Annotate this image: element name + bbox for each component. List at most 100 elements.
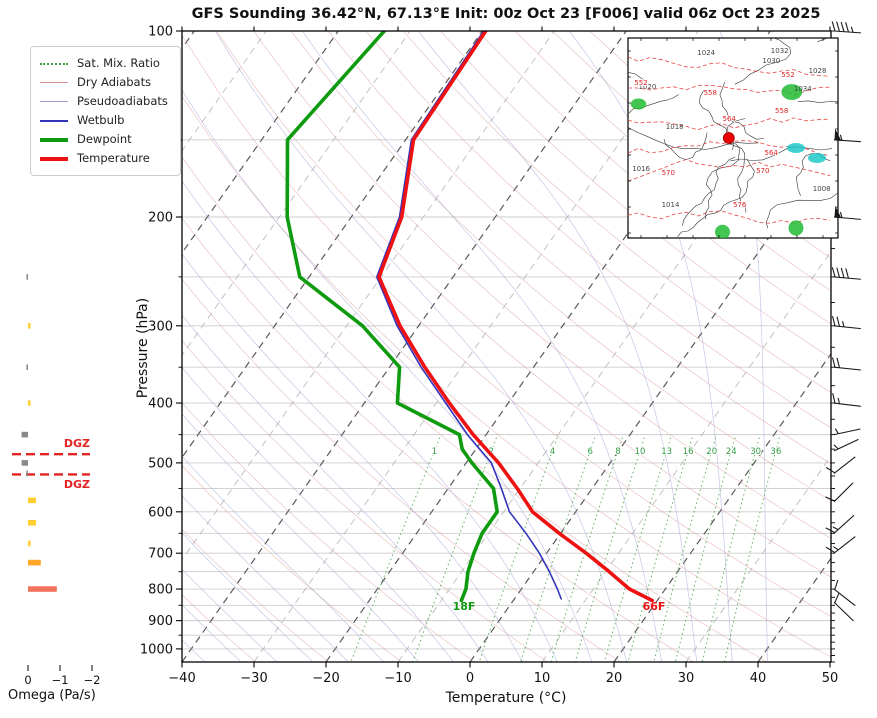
omega-bar [28,497,36,504]
temperature-axis-label: Temperature (°C) [445,690,567,706]
pressure-tick-label: 900 [148,614,173,629]
map-pressure-label: 1024 [697,49,715,57]
map-thickness-label: 576 [733,201,747,209]
map-pressure-label: 1014 [662,201,680,209]
map-pressure-label: 1018 [666,123,684,131]
dgz-label-top: DGZ [63,437,90,450]
temperature-line-swatch [40,156,68,161]
wind-barb [833,128,861,143]
map-pressure-label: 1030 [762,57,780,65]
mixing-ratio-label: 10 [635,447,646,457]
map-thickness-label: 552 [781,71,794,79]
background-grid: 1 2 4 6 8 10 13 16 20 24 30 36 [182,31,831,662]
legend-label: Dewpoint [77,132,132,146]
temp-tick-label: −30 [240,671,267,686]
omega-tick-label: 0 [24,673,31,687]
temp-tick-label: 10 [534,671,551,686]
wind-barb [833,593,854,622]
temperature-curve [377,31,655,603]
pressure-tick-label: 200 [148,211,173,226]
omega-bar [26,274,28,280]
omega-tick-label: −1 [52,673,69,687]
pressure-tick-label: 1000 [140,642,173,657]
temp-tick-label: −20 [312,671,339,686]
temp-tick-label: 40 [750,671,767,686]
omega-bar [28,559,41,566]
map-pressure-label: 1016 [632,165,650,173]
omega-tick-label: −2 [84,673,101,687]
pressure-tick-label: 400 [148,397,173,412]
wind-barb [831,357,861,371]
legend-label: Wetbulb [77,113,125,127]
mixing-ratio-label: 8 [615,447,620,457]
legend-item-wetbulb: Wetbulb [40,111,168,130]
mixing-ratio-label: 6 [588,447,593,457]
map-thickness-label: 570 [756,167,769,175]
axes: −40 −30 −20 −10 0 10 20 30 40 5010020030040050060… [140,25,838,687]
map-pressure-label: 1032 [771,47,789,55]
sounding-location-marker [722,132,735,144]
map-thickness-label: 564 [765,149,779,157]
legend-item-dewpoint: Dewpoint [40,130,168,149]
chart-title: GFS Sounding 36.42°N, 67.13°E Init: 00z … [191,6,821,22]
wind-barb [833,428,861,436]
omega-panel: 0 −1 −2 [12,274,100,687]
legend: Sat. Mix. Ratio Dry Adiabats Pseudoadiab… [30,46,181,176]
inset-map: 1024 1032 1030 1028 1020 1034 1018 1016 1014 1008… [627,37,839,239]
temp-tick-label: 20 [606,671,623,686]
map-pressure-label: 1008 [813,185,831,193]
map-thickness-label: 552 [634,79,647,87]
mixing-ratio-label: 36 [770,447,781,457]
omega-axis-label: Omega (Pa/s) [8,688,96,703]
mixing-ratio-label: 16 [683,447,694,457]
pressure-axis-label: Pressure (hPa) [135,297,151,399]
wind-barb [833,438,859,452]
wind-barb [831,21,861,34]
map-thickness-label: 570 [662,169,675,177]
legend-item-temperature: Temperature [40,149,168,168]
map-thickness-label: 564 [723,115,737,123]
mixing-ratio-label: 13 [661,447,672,457]
dewpoint-curve [285,31,500,603]
omega-bar [21,431,28,438]
legend-item-dry-adiabats: Dry Adiabats [40,73,168,92]
temp-tick-label: −40 [168,671,195,686]
pressure-tick-label: 600 [148,505,173,520]
temp-tick-label: 30 [678,671,695,686]
omega-bar [28,400,31,406]
legend-label: Pseudoadiabats [77,94,168,108]
pseudoadiabats-line-swatch [40,101,68,102]
wetbulb-line-swatch [40,119,68,122]
legend-label: Temperature [77,151,150,165]
map-pressure-label: 1034 [794,85,812,93]
pressure-tick-label: 700 [148,547,173,562]
map-thickness-label: 558 [775,107,788,115]
wind-barb [825,514,855,534]
wind-barb [831,267,861,280]
pressure-tick-label: 800 [148,583,173,598]
mixing-ratio-label: 2 [489,447,494,457]
legend-item-pseudoadiabats: Pseudoadiabats [40,92,168,111]
surface-temperature-label: 66F [642,600,666,613]
legend-item-sat-mix-ratio: Sat. Mix. Ratio [40,54,168,73]
wind-barb [825,456,856,474]
mixing-ratio-label: 24 [726,447,737,457]
dgz-label-bottom: DGZ [63,478,90,491]
map-pressure-label: 1028 [809,67,827,75]
wind-barb-column [825,21,861,622]
omega-bar [21,460,28,466]
wind-barb [833,579,856,607]
sat-mix-ratio-line-swatch [40,62,68,65]
pressure-tick-label: 100 [148,25,173,40]
mixing-ratio-label: 20 [706,447,717,457]
omega-bar [28,586,57,592]
pressure-tick-label: 500 [148,456,173,471]
temp-tick-label: −10 [384,671,411,686]
temp-tick-label: 0 [466,671,474,686]
omega-bar [28,540,31,547]
dry-adiabats-line-swatch [40,82,68,83]
wind-barb [831,315,861,330]
map-thickness-label: 558 [704,89,717,97]
